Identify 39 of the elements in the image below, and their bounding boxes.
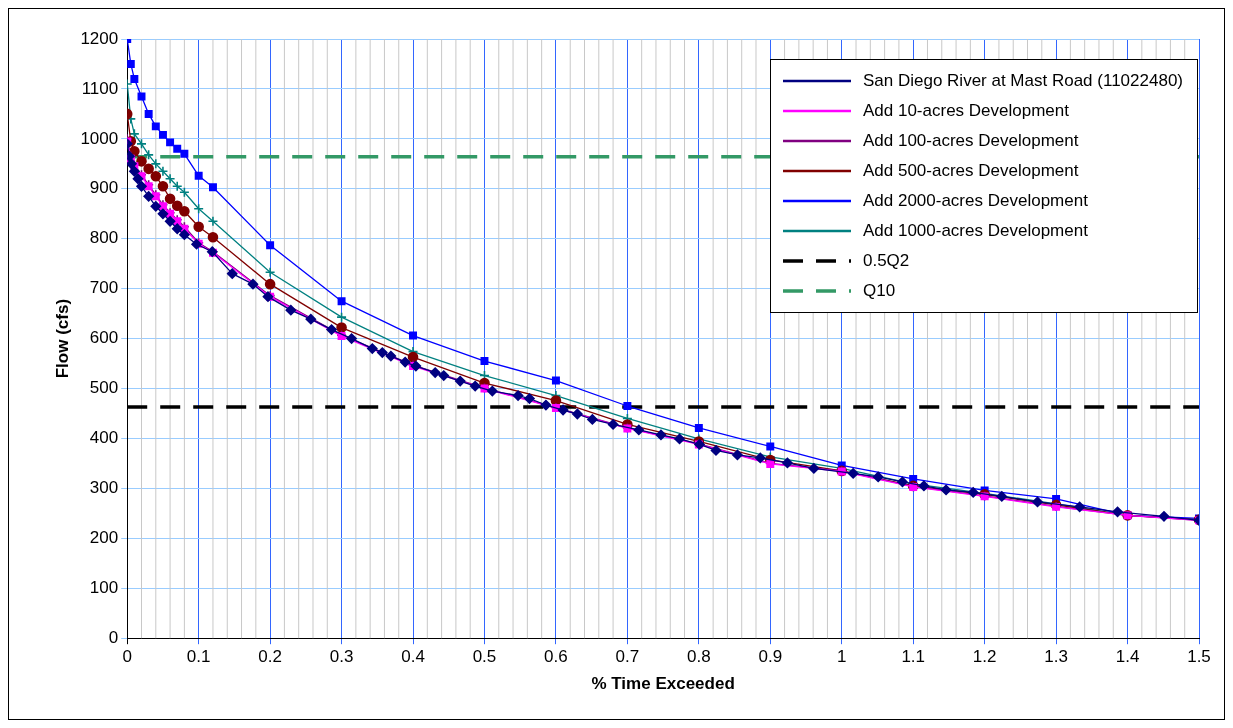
x-tick-label: 1.5 bbox=[1187, 647, 1211, 667]
x-tick-label: 0 bbox=[122, 647, 132, 667]
y-tick-label: 800 bbox=[89, 228, 119, 248]
legend-label: Add 500-acres Development bbox=[862, 161, 1079, 181]
x-tick-label: 1 bbox=[837, 647, 847, 667]
x-tick-label: 0.3 bbox=[329, 647, 354, 667]
x-tick-label: 0.6 bbox=[544, 647, 568, 667]
x-tick-label: 1.2 bbox=[972, 647, 997, 667]
y-tick-label: 0 bbox=[108, 627, 119, 647]
y-tick-label: 900 bbox=[89, 178, 119, 198]
y-tick-label: 1100 bbox=[81, 78, 119, 98]
x-tick-label: 1.4 bbox=[1115, 647, 1140, 667]
x-tick-label: 0.7 bbox=[615, 647, 640, 667]
x-tick-label: 1.3 bbox=[1044, 647, 1068, 667]
y-tick-label: 500 bbox=[89, 378, 119, 398]
y-tick-label: 600 bbox=[89, 328, 119, 348]
y-tick-label: 1000 bbox=[80, 128, 119, 148]
y-tick-label: 1200 bbox=[80, 28, 119, 48]
legend-label: Add 2000-acres Development bbox=[862, 191, 1088, 211]
legend-label: Q10 bbox=[862, 281, 896, 301]
y-tick-label: 700 bbox=[89, 278, 119, 298]
y-tick-label: 200 bbox=[89, 528, 119, 548]
x-tick-label: 0.8 bbox=[687, 647, 711, 667]
y-tick-label: 100 bbox=[89, 577, 119, 597]
legend-label: San Diego River at Mast Road (11022480) bbox=[862, 71, 1183, 91]
y-tick-label: 300 bbox=[89, 478, 119, 498]
legend-label: Add 1000-acres Development bbox=[862, 221, 1088, 241]
y-tick-label: 400 bbox=[89, 428, 119, 448]
x-tick-label: 0.4 bbox=[401, 647, 425, 667]
x-tick-label: 0.2 bbox=[258, 647, 282, 667]
x-tick-label: 0.9 bbox=[758, 647, 783, 667]
x-tick-label: 0.5 bbox=[472, 647, 497, 667]
legend-label: Add 100-acres Development bbox=[862, 131, 1079, 151]
y-axis-title: Flow (cfs) bbox=[52, 298, 72, 379]
x-tick-label: 1.1 bbox=[901, 647, 926, 667]
x-tick-label: 0.1 bbox=[186, 647, 211, 667]
x-axis-title: % Time Exceeded bbox=[591, 674, 735, 694]
legend-label: Add 10-acres Development bbox=[862, 101, 1069, 121]
legend-label: 0.5Q2 bbox=[862, 251, 910, 271]
